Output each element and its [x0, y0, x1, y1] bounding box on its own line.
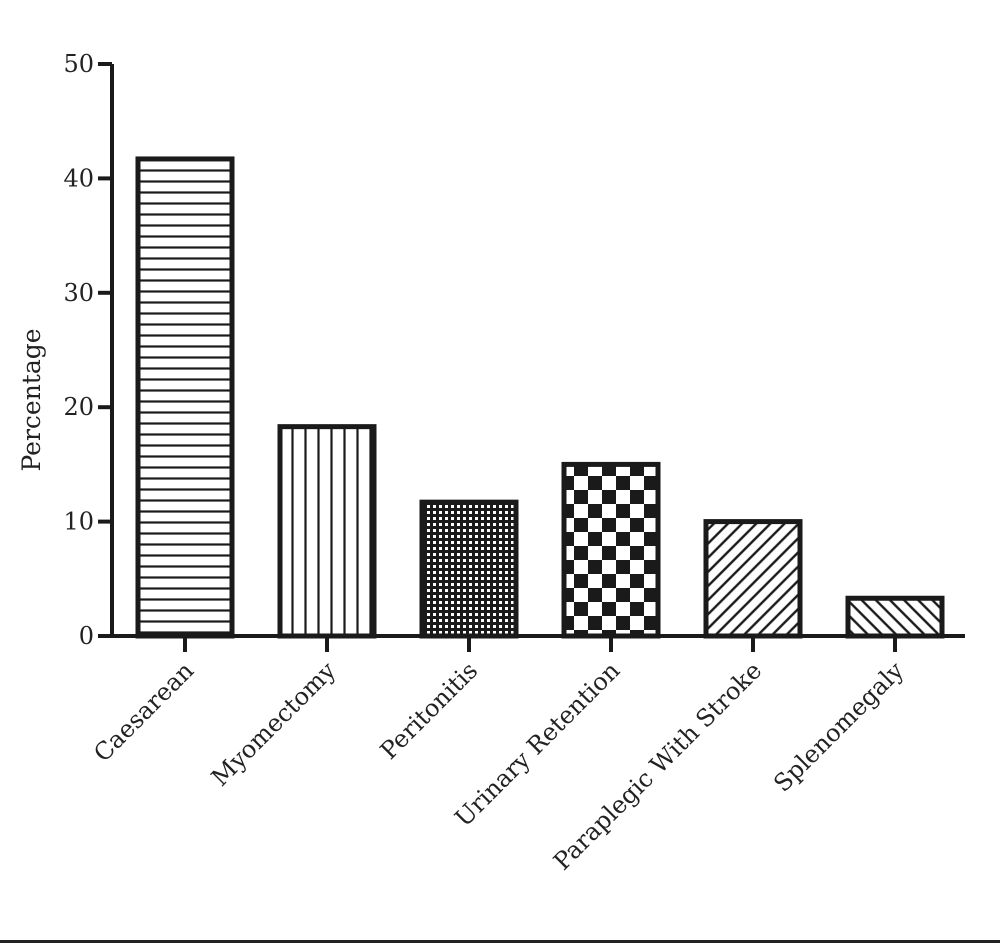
y-ticks-group: 0 10 20 30 40 50 — [63, 50, 112, 650]
y-tick-label: 10 — [63, 508, 94, 536]
x-category-label: Myomectomy — [206, 656, 342, 792]
bars-group — [135, 156, 945, 639]
y-tick-label: 0 — [79, 622, 94, 650]
bar-myomectomy — [277, 424, 377, 639]
bar-caesarean — [135, 156, 235, 639]
y-tick-label: 20 — [63, 393, 94, 421]
bar-peritonitis — [419, 499, 519, 639]
bottom-rule — [0, 940, 1000, 943]
bar-urinary-retention — [561, 461, 661, 639]
x-category-label: Peritonitis — [375, 656, 483, 764]
x-ticks-group — [183, 636, 897, 652]
x-category-label: Splenomegaly — [768, 656, 909, 797]
bar-splenomegaly — [845, 595, 945, 639]
y-tick-label: 30 — [63, 279, 94, 307]
y-tick-label: 40 — [63, 164, 94, 192]
y-axis-title: Percentage — [17, 328, 46, 471]
bar-paraplegic-with-stroke — [703, 519, 803, 639]
y-tick-label: 50 — [63, 50, 94, 78]
x-category-label: Caesarean — [88, 656, 199, 767]
